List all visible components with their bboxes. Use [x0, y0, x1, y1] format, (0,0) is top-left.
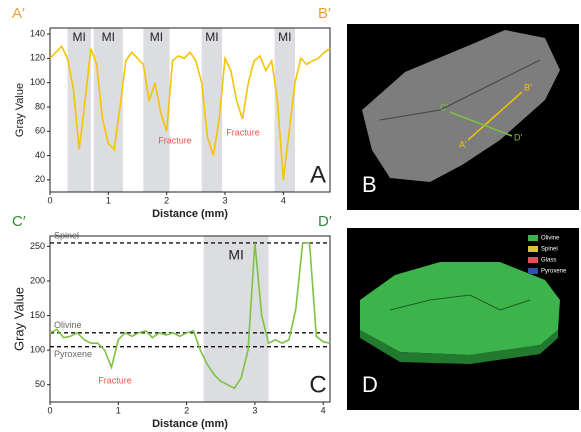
mi-band	[67, 28, 91, 192]
image-label: C′	[440, 102, 448, 112]
legend-label: Spinel	[541, 247, 558, 253]
y-tick-label: 80	[35, 101, 45, 111]
y-tick-label: 50	[35, 379, 45, 389]
sample-side	[360, 330, 558, 364]
band-label: MI	[72, 30, 85, 44]
y-tick-label: 20	[35, 174, 45, 184]
x-tick-label: 1	[116, 405, 121, 415]
data-line	[49, 242, 331, 390]
y-tick-label: 100	[30, 345, 45, 355]
panel-label: C	[309, 371, 326, 398]
mi-band	[274, 28, 295, 192]
image-label: A′	[459, 139, 467, 149]
profile-start-label: C′	[12, 213, 26, 230]
band-label: MI	[228, 247, 244, 263]
x-tick-label: 2	[164, 195, 169, 205]
crack	[389, 294, 531, 311]
y-tick-label: 150	[30, 310, 45, 320]
image-b: A′ B′ C′ D′ B	[347, 24, 579, 210]
y-axis-label: Gray Value	[14, 83, 26, 137]
band-label: MI	[278, 30, 291, 44]
mi-band	[143, 28, 170, 192]
panel-label: A	[310, 161, 326, 188]
y-tick-label: 250	[30, 241, 45, 251]
band-label: MI	[102, 30, 115, 44]
plot-frame	[49, 27, 331, 193]
band-label: MI	[150, 30, 163, 44]
legend: Olivine Spinel Glass Pyroxene	[528, 235, 567, 275]
legend-label: Glass	[541, 258, 556, 264]
profile-cd	[449, 111, 513, 137]
x-tick-label: 0	[47, 405, 52, 415]
profile-ab	[467, 91, 523, 141]
profile-end-label: B′	[318, 5, 331, 22]
y-tick-label: 100	[30, 77, 45, 87]
image-d: D Olivine Spinel Glass Pyroxene	[347, 228, 579, 410]
y-tick-label: 40	[35, 150, 45, 160]
chart: MI Spinel Olivine Pyroxene 50 100 150 200 250 0 1 2…	[11, 213, 331, 430]
x-tick-label: 2	[184, 405, 189, 415]
x-tick-label: 0	[47, 195, 52, 205]
annotation: Fracture	[158, 135, 192, 145]
annotation: Fracture	[98, 375, 132, 385]
y-axis-label: Gray Value	[11, 287, 26, 351]
x-tick-label: 4	[281, 195, 286, 205]
reference-label: Pyroxene	[54, 349, 92, 359]
x-tick-label: 1	[106, 195, 111, 205]
x-tick-label: 3	[252, 405, 257, 415]
profile-end-label: D′	[318, 213, 332, 230]
annotation: Fracture	[226, 127, 260, 137]
legend-swatch	[528, 268, 538, 274]
x-tick-label: 3	[222, 195, 227, 205]
x-axis-label: Distance (mm)	[152, 208, 228, 220]
mi-band	[201, 28, 223, 192]
y-tick-label: 60	[35, 126, 45, 136]
sample-model	[360, 262, 560, 355]
x-axis-label: Distance (mm)	[152, 418, 228, 430]
image-label: B′	[524, 82, 532, 92]
y-tick-label: 140	[30, 28, 45, 38]
mi-band	[93, 28, 123, 192]
legend-swatch	[528, 257, 538, 263]
panel-label: D	[362, 372, 378, 397]
panel-label: B	[362, 172, 377, 197]
image-label: D′	[514, 132, 522, 142]
crack	[379, 59, 541, 121]
legend-swatch	[528, 246, 538, 252]
reference-label: Spinel	[54, 230, 79, 240]
chart: MI MI MI MI MI 20 40 60 80 100 120 140 0 1 2 3 4 Fracture…	[12, 5, 331, 220]
legend-label: Olivine	[541, 236, 560, 242]
y-tick-label: 120	[30, 53, 45, 63]
legend-label: Pyroxene	[541, 269, 567, 275]
x-tick-label: 4	[321, 405, 326, 415]
band-label: MI	[205, 30, 218, 44]
y-tick-label: 200	[30, 275, 45, 285]
sample-section	[362, 30, 560, 182]
legend-swatch	[528, 235, 538, 241]
plot-frame	[49, 235, 331, 403]
profile-start-label: A′	[12, 5, 25, 22]
data-line	[49, 44, 331, 180]
reference-label: Olivine	[54, 320, 82, 330]
